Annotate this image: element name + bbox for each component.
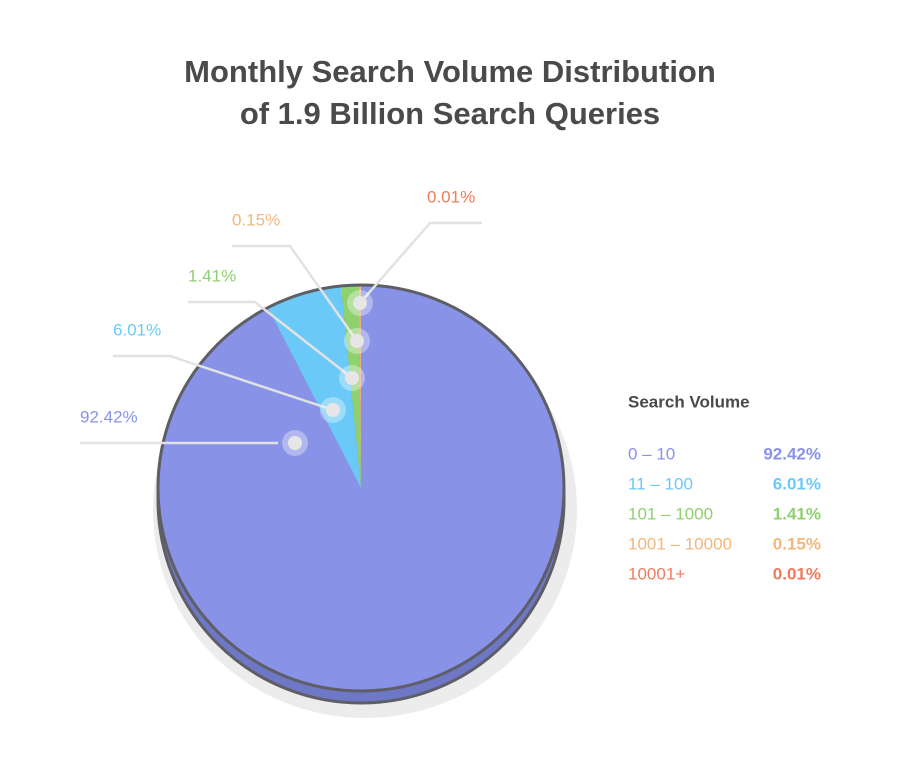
- leader-line: [359, 221, 482, 304]
- legend-value: 6.01%: [773, 474, 821, 493]
- callout-dot: [288, 436, 302, 450]
- data-label: 0.01%: [427, 187, 475, 206]
- legend-label: 0 – 10: [628, 444, 675, 463]
- callout-dot: [353, 296, 367, 310]
- data-label: 1.41%: [188, 266, 236, 285]
- callout-dot: [326, 403, 340, 417]
- legend-value: 92.42%: [763, 444, 821, 463]
- legend-label: 11 – 100: [628, 474, 693, 493]
- chart-title: Monthly Search Volume Distribution: [184, 54, 716, 89]
- legend-label: 1001 – 10000: [628, 534, 732, 553]
- chart-title: of 1.9 Billion Search Queries: [240, 96, 660, 131]
- data-label: 92.42%: [80, 407, 138, 426]
- leader-line: [232, 244, 359, 342]
- pie-outline: [156, 283, 566, 693]
- legend-value: 0.15%: [773, 534, 821, 553]
- legend-label: 101 – 1000: [628, 504, 713, 523]
- legend-value: 1.41%: [773, 504, 821, 523]
- legend-label: 10001+: [628, 564, 685, 583]
- data-label: 6.01%: [113, 320, 161, 339]
- leader-line: [188, 300, 353, 379]
- callout-dot: [350, 334, 364, 348]
- legend-value: 0.01%: [773, 564, 821, 583]
- leader-line: [113, 354, 334, 412]
- legend-title: Search Volume: [628, 392, 750, 411]
- pie-slice: [267, 285, 361, 488]
- callout-dot: [345, 371, 359, 385]
- data-label: 0.15%: [232, 210, 280, 229]
